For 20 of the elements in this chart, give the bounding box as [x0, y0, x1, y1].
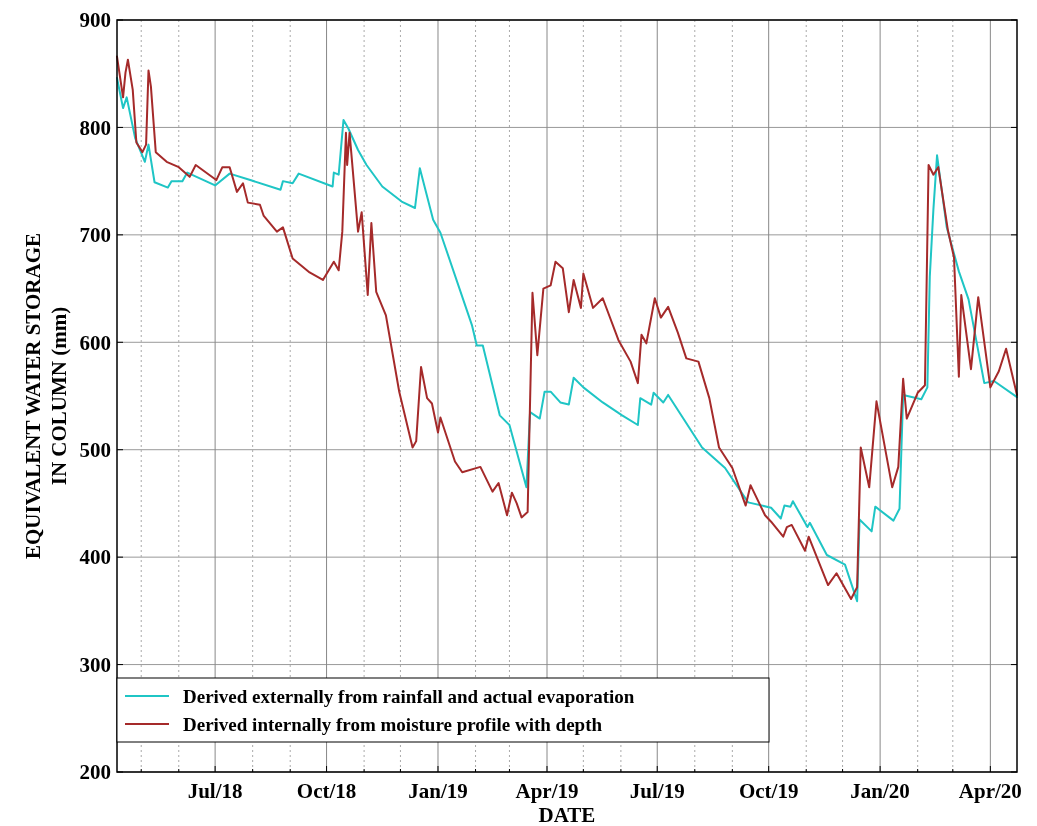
y-tick-label: 800: [79, 115, 111, 140]
x-tick-label: Apr/20: [958, 779, 1022, 803]
legend-label: Derived externally from rainfall and actual evaporation: [183, 685, 635, 707]
y-axis-title: EQUIVALENT WATER STORAGE IN COLUMN (mm): [21, 232, 71, 560]
x-tick-label: Jul/19: [629, 779, 685, 803]
y-tick-label: 200: [79, 760, 111, 785]
y-tick-label: 600: [79, 330, 111, 355]
x-tick-label: Oct/19: [738, 779, 799, 803]
y-tick-label: 500: [79, 438, 111, 463]
x-tick-label: Apr/19: [515, 779, 579, 803]
legend-label: Derived internally from moisture profile with depth: [183, 713, 603, 735]
x-tick-label: Oct/18: [296, 779, 357, 803]
y-tick-label: 400: [79, 545, 111, 570]
y-tick-label: 700: [79, 223, 111, 248]
y-tick-label: 300: [79, 652, 111, 677]
x-tick-label: Jan/19: [408, 779, 468, 803]
x-tick-label: Jul/18: [187, 779, 243, 803]
y-tick-label: 900: [79, 8, 111, 33]
x-tick-label: Jan/20: [850, 779, 910, 803]
x-axis-title: DATE: [538, 803, 596, 826]
